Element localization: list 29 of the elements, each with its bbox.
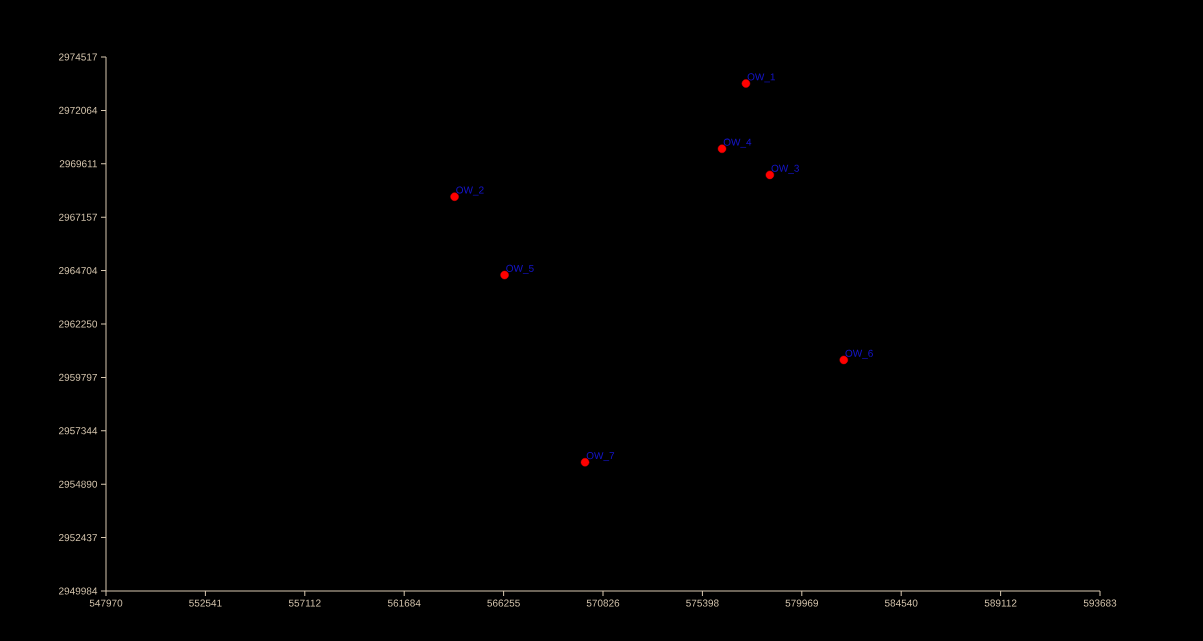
x-tick-label: 566255 [487,599,520,607]
annotation: OW_4 [723,138,752,148]
x-tick-label: 593683 [1083,599,1117,607]
y-tick-label: 2969611 [59,160,97,168]
y-tick-label: 2957344 [59,427,98,435]
y-tick-label: 2967157 [59,213,97,221]
x-tick-label: 579969 [785,599,819,607]
annotation: OW_2 [456,186,484,196]
x-tick-label: 575398 [686,599,719,607]
y-tick-label: 2952437 [59,534,97,542]
x-tick-label: 557112 [288,599,321,607]
y-tick-label: 2959797 [59,373,97,381]
y-tick-label: 2949984 [59,587,98,595]
x-tick-label: 552541 [189,599,222,607]
y-tick-label: 2954890 [59,480,98,488]
x-tick-label: 561684 [387,599,421,607]
y-tick-label: 2974517 [59,53,97,61]
y-tick-label: 2964704 [59,267,98,275]
x-tick-label: 584540 [884,599,918,607]
annotation: OW_5 [506,264,534,274]
y-tick-label: 2972064 [59,106,98,114]
annotation: OW_7 [586,452,615,462]
x-tick-label: 570826 [586,599,620,607]
x-tick-label: 547970 [89,599,123,607]
annotation: OW_1 [747,73,775,83]
annotation: OW_6 [845,349,873,359]
annotation: OW_3 [771,164,799,174]
y-tick-label: 2962250 [59,320,98,328]
x-tick-label: 589112 [984,599,1017,607]
